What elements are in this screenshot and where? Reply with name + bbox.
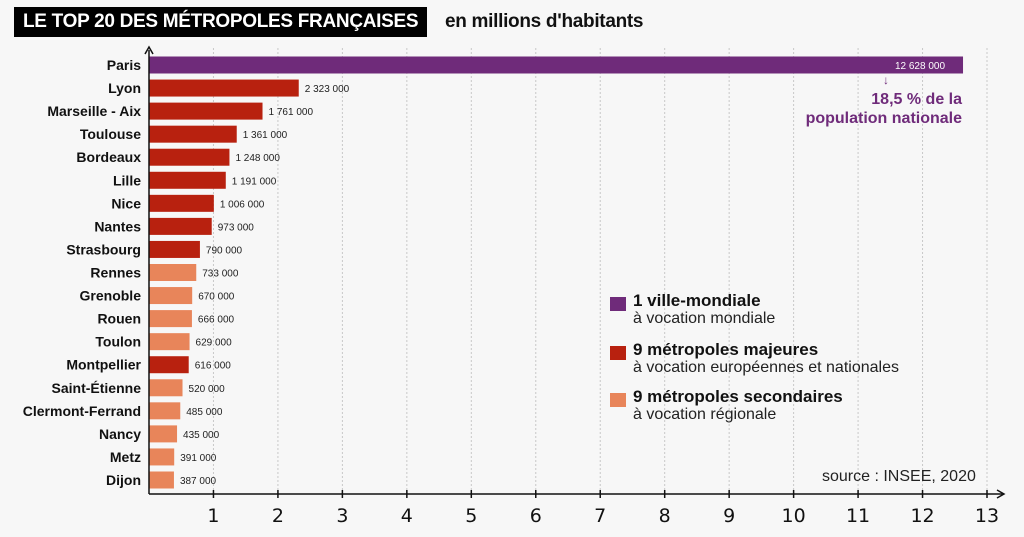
category-label: Metz xyxy=(110,449,141,465)
category-label: Clermont-Ferrand xyxy=(23,403,141,419)
bar xyxy=(149,287,193,305)
data-label: 520 000 xyxy=(189,384,226,395)
data-label: 1 361 000 xyxy=(243,130,288,141)
bar xyxy=(149,125,237,143)
category-label: Montpellier xyxy=(66,357,141,373)
category-label: Nantes xyxy=(94,218,141,234)
data-label: 1 248 000 xyxy=(235,153,280,164)
bar xyxy=(149,264,197,281)
x-tick-label: 13 xyxy=(975,505,999,527)
category-label: Lille xyxy=(113,172,141,188)
data-label: 1 191 000 xyxy=(232,176,277,187)
data-label: 616 000 xyxy=(195,361,232,372)
bar xyxy=(149,240,200,258)
bar xyxy=(149,56,964,74)
category-label: Paris xyxy=(107,57,141,73)
category-label: Rennes xyxy=(90,265,141,281)
legend-desc: à vocation mondiale xyxy=(633,310,776,327)
x-tick-label: 12 xyxy=(910,505,934,527)
data-label: 1 761 000 xyxy=(269,107,314,118)
data-label: 485 000 xyxy=(186,407,223,418)
data-label: 2 323 000 xyxy=(305,84,350,95)
legend-swatch xyxy=(610,297,626,311)
legend-swatch xyxy=(610,346,626,360)
bar xyxy=(149,448,175,466)
legend-title: 1 ville-mondiale xyxy=(633,291,761,310)
x-tick-label: 5 xyxy=(465,505,477,527)
legend-title: 9 métropoles secondaires xyxy=(633,387,843,406)
category-label: Toulon xyxy=(95,334,141,350)
x-tick-label: 1 xyxy=(207,505,219,527)
x-tick-label: 9 xyxy=(723,505,735,527)
bar xyxy=(149,356,189,374)
data-label: 670 000 xyxy=(198,292,235,303)
bar xyxy=(149,471,174,489)
bar xyxy=(149,217,212,235)
bar xyxy=(149,379,183,397)
source-note: source : INSEE, 2020 xyxy=(822,468,976,485)
category-label: Lyon xyxy=(108,80,141,96)
chart-subtitle: en millions d'habitants xyxy=(445,11,644,32)
category-label: Grenoble xyxy=(80,288,142,304)
legend-desc: à vocation européennes et nationales xyxy=(633,359,899,376)
data-label: 790 000 xyxy=(206,245,243,256)
x-tick-label: 10 xyxy=(782,505,806,527)
category-label: Toulouse xyxy=(80,126,141,142)
data-label: 733 000 xyxy=(202,269,239,280)
x-axis-arrow-icon xyxy=(996,489,1006,499)
x-tick-label: 7 xyxy=(594,505,606,527)
chart-title: LE TOP 20 DES MÉTROPOLES FRANÇAISES xyxy=(14,7,428,37)
paris-annotation: 18,5 % de la population nationale xyxy=(805,91,962,127)
bar xyxy=(149,310,192,328)
y-axis-arrow-icon xyxy=(144,45,154,55)
legend-desc: à vocation régionale xyxy=(633,406,777,423)
bar xyxy=(149,102,263,120)
category-label: Nancy xyxy=(99,426,141,442)
x-tick-label: 8 xyxy=(659,505,671,527)
data-label: 973 000 xyxy=(218,222,255,233)
legend-swatch xyxy=(610,393,626,407)
data-label: 629 000 xyxy=(196,338,233,349)
data-label: 387 000 xyxy=(180,476,217,487)
x-tick-label: 11 xyxy=(846,505,870,527)
data-label: 666 000 xyxy=(198,315,235,326)
category-label: Dijon xyxy=(106,472,141,488)
category-label: Marseille - Aix xyxy=(47,103,141,119)
arrow-down-icon: ↓ xyxy=(883,73,889,87)
bar xyxy=(149,333,190,351)
x-tick-label: 4 xyxy=(401,505,413,527)
x-tick-label: 3 xyxy=(336,505,348,527)
data-label: 391 000 xyxy=(180,453,217,464)
category-label: Strasbourg xyxy=(66,241,141,257)
data-label: 12 628 000 xyxy=(895,61,945,72)
bar xyxy=(149,425,178,443)
bar xyxy=(149,79,299,97)
category-label: Saint-Étienne xyxy=(52,380,142,396)
x-tick-label: 2 xyxy=(272,505,284,527)
data-label: 1 006 000 xyxy=(220,199,265,210)
legend-title: 9 métropoles majeures xyxy=(633,340,819,359)
data-label: 435 000 xyxy=(183,430,220,441)
category-label: Bordeaux xyxy=(76,149,141,165)
bar xyxy=(149,148,230,166)
category-label: Nice xyxy=(111,195,141,211)
bar xyxy=(149,194,214,212)
bar xyxy=(149,171,226,189)
bar xyxy=(149,402,181,420)
category-label: Rouen xyxy=(97,311,141,327)
x-tick-label: 6 xyxy=(530,505,542,527)
